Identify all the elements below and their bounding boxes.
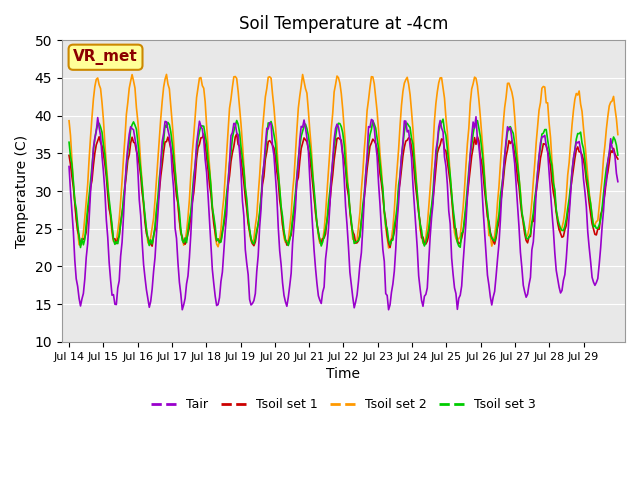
Title: Soil Temperature at -4cm: Soil Temperature at -4cm	[239, 15, 448, 33]
Legend: Tair, Tsoil set 1, Tsoil set 2, Tsoil set 3: Tair, Tsoil set 1, Tsoil set 2, Tsoil se…	[146, 394, 541, 417]
X-axis label: Time: Time	[326, 367, 360, 381]
Y-axis label: Temperature (C): Temperature (C)	[15, 134, 29, 248]
Text: VR_met: VR_met	[73, 49, 138, 65]
